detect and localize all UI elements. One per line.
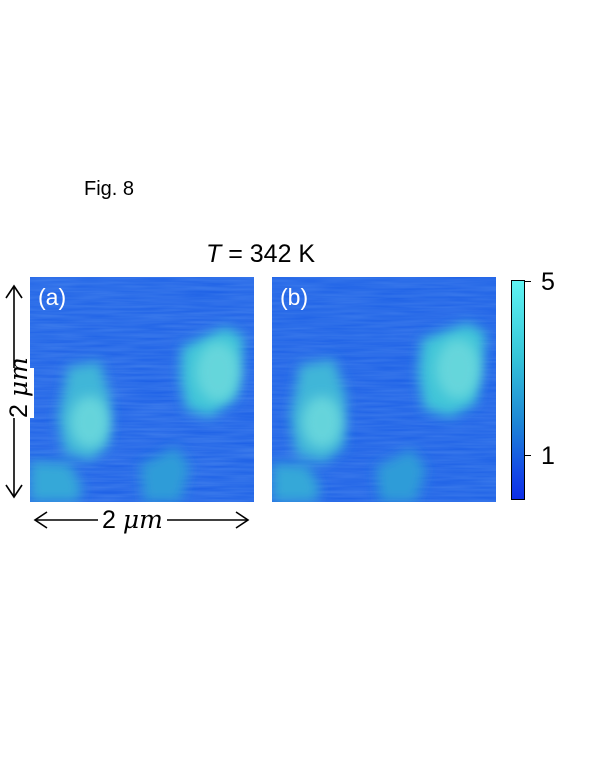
figure-label: Fig. 8	[84, 178, 135, 200]
image-panel-b: (b)	[272, 277, 496, 502]
vertical-arrow-down-icon	[5, 484, 23, 499]
horizontal-scale-label: 2 μm	[98, 505, 167, 535]
temperature-title: T = 342 K	[206, 240, 315, 269]
horizontal-arrow-right-icon	[235, 511, 250, 529]
horizontal-scale-number: 2	[102, 506, 123, 534]
colorbar-tick-1	[525, 455, 531, 456]
panel-label-b: (b)	[280, 284, 309, 310]
colorbar-tick-max	[525, 281, 531, 282]
image-panel-a: (a)	[30, 277, 254, 502]
vertical-scale-unit: μm	[4, 357, 33, 398]
vertical-scale-label: 2 μm	[4, 357, 34, 418]
vertical-scale-number: 2	[5, 397, 33, 418]
horizontal-scale-unit: μm	[122, 505, 163, 534]
intensity-map-b	[272, 277, 496, 502]
intensity-map-a	[30, 277, 254, 502]
colorbar	[511, 280, 525, 500]
temperature-variable: T	[206, 240, 222, 268]
panel-label-a: (a)	[38, 284, 67, 310]
horizontal-arrow-left-icon	[33, 511, 48, 529]
colorbar-tick-label: 1	[541, 442, 555, 470]
temperature-value: = 342 K	[221, 240, 316, 268]
vertical-arrow-up-icon	[5, 284, 23, 299]
colorbar-max-label: 5	[541, 268, 555, 296]
